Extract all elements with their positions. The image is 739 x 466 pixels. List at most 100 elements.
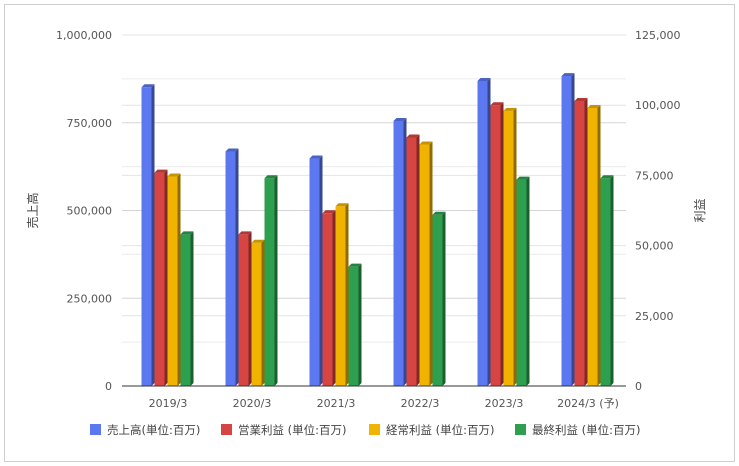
legend-label: 経常利益 (単位:百万) (386, 423, 495, 437)
bar-face (154, 172, 165, 386)
bar-top (600, 175, 614, 179)
bar-side (571, 73, 575, 386)
bar-top (432, 211, 446, 215)
bar-top (477, 77, 491, 81)
gridlines (122, 34, 626, 387)
bar-top (238, 231, 252, 235)
bar-top (264, 175, 278, 179)
bar (503, 107, 517, 386)
bar (309, 155, 323, 386)
bar-face (141, 87, 152, 386)
axes: 0 250,000 500,000 750,000 1,000,000 0 25,000 50… (56, 29, 680, 410)
bar-side (429, 141, 433, 386)
bar-side (358, 263, 362, 386)
bar-side (513, 107, 517, 386)
bar-side (248, 231, 252, 386)
right-tick-label: 25,000 (635, 310, 674, 323)
bar (432, 211, 446, 386)
bar-side (597, 105, 601, 387)
bar-side (274, 175, 278, 386)
bar (574, 97, 588, 386)
x-tick-label: 2020/3 (233, 397, 272, 410)
bar (154, 169, 168, 386)
bar (600, 175, 614, 386)
bar-top (251, 239, 265, 243)
bar-face (432, 214, 443, 386)
bar-side (500, 102, 504, 386)
bar-top (225, 148, 239, 152)
bar-top (335, 203, 349, 207)
bar (406, 134, 420, 386)
bar-side (403, 117, 407, 387)
bar-side (319, 155, 323, 386)
bar-face (503, 110, 514, 386)
bar (238, 231, 252, 386)
bar-face (180, 234, 191, 386)
bar-face (225, 151, 236, 386)
bar-face (238, 234, 249, 386)
bar (477, 77, 491, 386)
bar-top (141, 84, 155, 88)
legend-label: 最終利益 (単位:百万) (532, 423, 641, 437)
bar-face (574, 100, 585, 386)
bar-side (442, 211, 446, 386)
bar-face (335, 206, 346, 386)
bar (516, 176, 530, 386)
bar-face (406, 137, 417, 386)
bar-face (516, 179, 527, 386)
bar (251, 239, 265, 386)
bar-face (348, 266, 359, 386)
bar (167, 173, 181, 386)
x-tick-label: 2019/3 (149, 397, 188, 410)
bar (180, 231, 194, 386)
right-tick-label: 75,000 (635, 169, 674, 182)
bar-top (393, 117, 407, 121)
legend-label: 売上高(単位:百万) (107, 423, 200, 437)
bar (561, 73, 575, 386)
bar-side (416, 134, 420, 386)
bar (335, 203, 349, 386)
bar-top (516, 176, 530, 180)
bar-side (261, 239, 265, 386)
legend-swatch (90, 424, 101, 435)
x-tick-label: 2021/3 (317, 397, 356, 410)
bar (141, 84, 155, 386)
x-tick-label: 2022/3 (401, 397, 440, 410)
bar-side (487, 77, 491, 386)
bar-face (600, 178, 611, 386)
bar-top (587, 105, 601, 109)
x-tick-label: 2023/3 (485, 397, 524, 410)
bar-face (393, 120, 404, 387)
legend-swatch (369, 424, 380, 435)
left-axis-title: 売上高 (25, 192, 40, 228)
right-tick-label: 125,000 (635, 29, 681, 42)
bar (348, 263, 362, 386)
bar-face (167, 176, 178, 386)
bar-face (477, 80, 488, 386)
left-tick-label: 0 (105, 380, 112, 393)
bar-face (251, 242, 262, 386)
bar-top (406, 134, 420, 138)
bar-top (322, 210, 336, 214)
bar-side (190, 231, 194, 386)
bar-side (345, 203, 349, 386)
left-tick-label: 750,000 (67, 117, 113, 130)
bar-face (490, 105, 501, 386)
legend-label: 営業利益 (単位:百万) (238, 423, 347, 437)
bar-side (151, 84, 155, 386)
bar-top (167, 173, 181, 177)
bar-face (264, 178, 275, 386)
bar-face (309, 158, 320, 386)
left-tick-label: 500,000 (67, 205, 113, 218)
x-tick-label: 2024/3 (予) (557, 397, 619, 410)
bar-side (332, 210, 336, 386)
bar (264, 175, 278, 386)
bar-face (587, 108, 598, 387)
right-axis-title: 利益 (693, 198, 707, 222)
legend-swatch (221, 424, 232, 435)
bar-top (574, 97, 588, 101)
right-tick-label: 50,000 (635, 240, 674, 253)
bar-side (610, 175, 614, 386)
bar-side (526, 176, 530, 386)
bar-top (561, 73, 575, 77)
